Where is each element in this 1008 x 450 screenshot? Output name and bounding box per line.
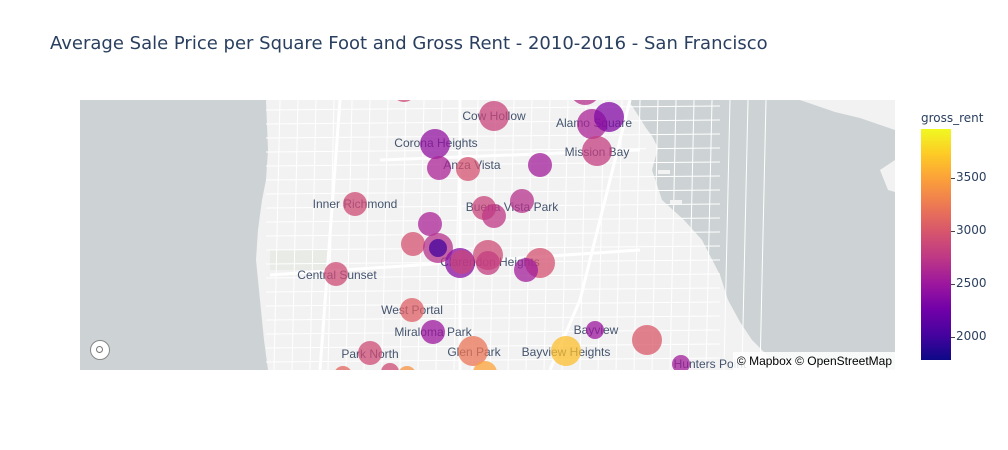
street <box>265 189 721 195</box>
data-bubble[interactable] <box>473 361 497 370</box>
data-bubbles[interactable] <box>324 100 690 370</box>
data-bubble[interactable] <box>456 157 480 181</box>
street <box>741 100 749 370</box>
street <box>543 100 551 370</box>
street <box>723 100 731 370</box>
colorbar-tick: 2500 <box>951 276 987 290</box>
street <box>489 100 497 370</box>
chart-title: Average Sale Price per Square Foot and G… <box>50 33 768 54</box>
data-bubble[interactable] <box>334 366 352 370</box>
street <box>705 100 713 370</box>
colorbar <box>921 129 951 360</box>
street <box>561 100 569 370</box>
data-bubble[interactable] <box>450 250 474 274</box>
street <box>265 231 721 237</box>
colorbar-tick: 2000 <box>951 329 987 343</box>
data-bubble[interactable] <box>586 321 604 339</box>
street <box>615 100 623 370</box>
data-bubble[interactable] <box>398 366 416 370</box>
colorbar-tick: 3500 <box>951 170 987 184</box>
street <box>669 100 677 370</box>
street <box>265 161 721 167</box>
data-bubble[interactable] <box>510 189 534 213</box>
data-bubble[interactable] <box>324 262 348 286</box>
data-bubble[interactable] <box>427 156 451 180</box>
street <box>265 133 721 139</box>
data-bubble[interactable] <box>401 232 425 256</box>
mapbox-logo-icon[interactable] <box>90 340 110 360</box>
street <box>265 147 721 153</box>
land-east-2 <box>880 160 895 192</box>
street <box>687 100 695 370</box>
piers <box>646 148 682 204</box>
street <box>525 100 533 370</box>
data-bubble[interactable] <box>392 100 416 102</box>
map-canvas[interactable]: Cow HollowAlamo SquareCorona HeightsMiss… <box>80 100 895 370</box>
street <box>507 100 515 370</box>
land-east <box>800 100 895 130</box>
data-bubble[interactable] <box>672 355 690 370</box>
street <box>633 100 641 370</box>
data-bubble[interactable] <box>476 251 500 275</box>
data-bubble[interactable] <box>632 325 662 355</box>
data-bubble[interactable] <box>420 129 450 159</box>
street <box>265 301 721 307</box>
data-bubble[interactable] <box>551 336 581 366</box>
data-bubble[interactable] <box>358 341 382 365</box>
map-panel[interactable]: Cow HollowAlamo SquareCorona HeightsMiss… <box>80 100 895 370</box>
data-bubble[interactable] <box>514 258 538 282</box>
street <box>309 100 317 370</box>
street <box>759 100 767 370</box>
data-bubble[interactable] <box>582 136 612 166</box>
data-bubble[interactable] <box>381 363 399 370</box>
data-bubble[interactable] <box>458 336 488 366</box>
street <box>291 100 299 370</box>
data-bubble[interactable] <box>594 102 624 132</box>
park <box>270 250 330 270</box>
data-bubble[interactable] <box>421 320 445 344</box>
street <box>265 357 721 363</box>
data-bubble[interactable] <box>479 101 509 131</box>
data-bubble[interactable] <box>400 298 424 322</box>
street <box>265 175 721 181</box>
street <box>273 100 281 370</box>
data-bubble[interactable] <box>418 212 442 236</box>
street <box>265 287 721 293</box>
colorbar-tick: 3000 <box>951 223 987 237</box>
street <box>265 315 721 321</box>
map-attribution[interactable]: © Mapbox © OpenStreetMap <box>732 352 895 370</box>
data-bubble[interactable] <box>482 204 506 228</box>
colorbar-title: gross_rent <box>921 111 984 125</box>
neighborhood-label: Hunters Point <box>674 357 747 370</box>
data-bubble[interactable] <box>343 192 367 216</box>
land-sf <box>80 100 895 370</box>
data-bubble[interactable] <box>429 239 447 257</box>
data-bubble[interactable] <box>570 100 600 105</box>
data-bubble[interactable] <box>528 153 552 177</box>
street <box>651 100 659 370</box>
street <box>471 100 479 370</box>
